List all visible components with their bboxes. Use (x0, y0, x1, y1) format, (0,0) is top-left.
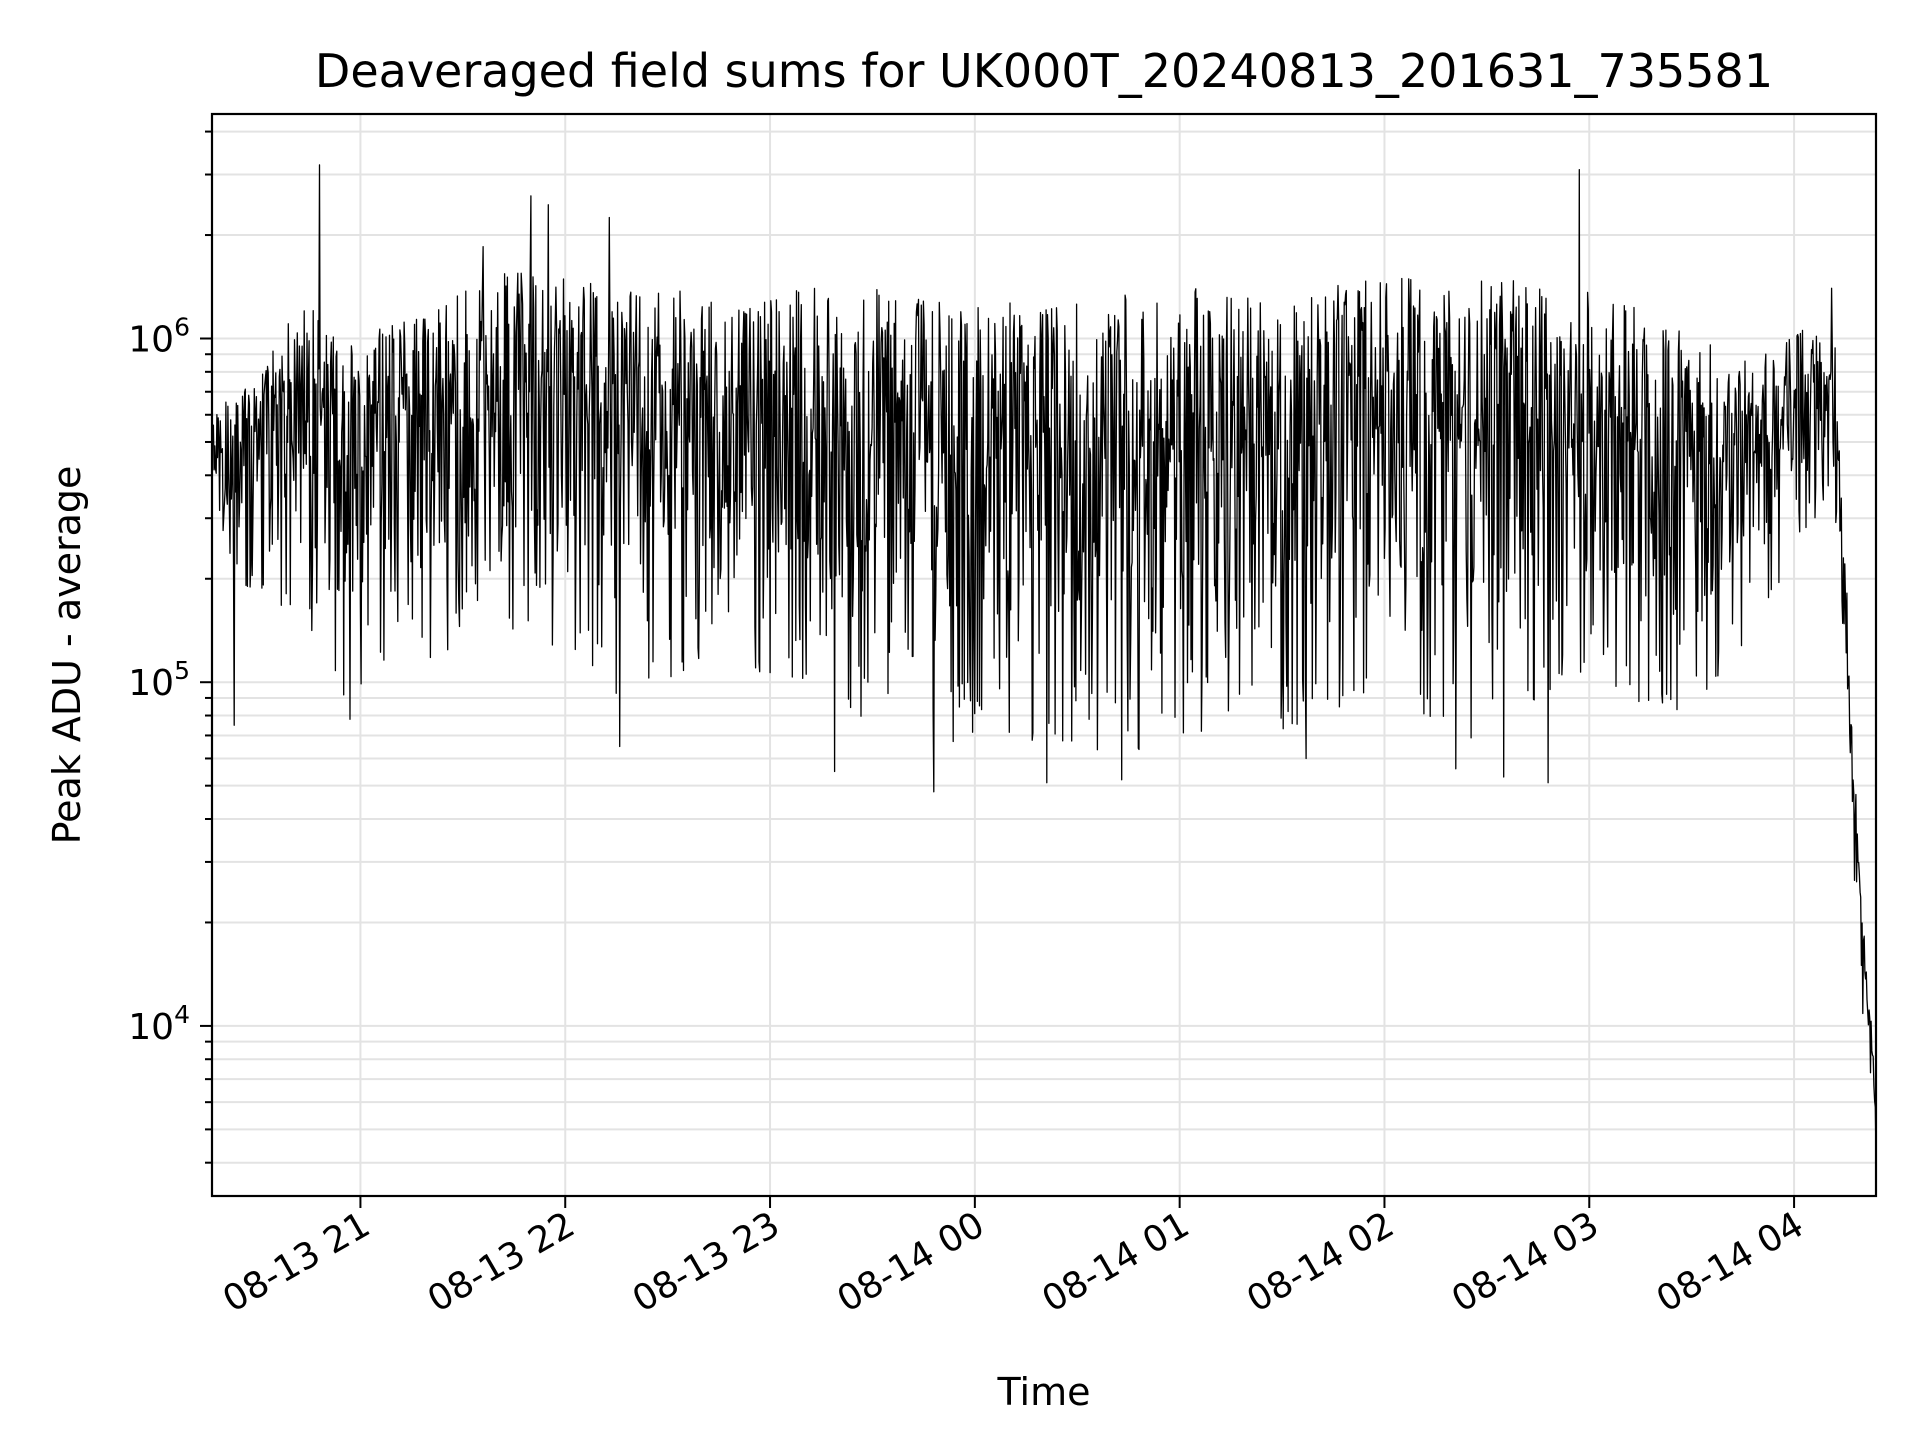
y-tick-base: 10 (128, 663, 174, 704)
y-axis-label: Peak ADU - average (45, 466, 89, 845)
y-grid (212, 130, 1876, 1164)
y-tick-base: 10 (128, 320, 174, 361)
series-line (211, 164, 1877, 1157)
y-tick-label: 105 (128, 656, 190, 704)
y-tick-exponent: 4 (174, 1000, 190, 1029)
x-axis-label: Time (997, 1370, 1091, 1414)
y-tick-exponent: 6 (174, 313, 190, 342)
y-tick-exponent: 5 (174, 656, 190, 685)
plot-frame (210, 112, 1878, 1198)
y-tick-label: 106 (128, 313, 190, 361)
chart-title: Deaveraged field sums for UK000T_2024081… (315, 44, 1773, 98)
y-tick-label: 104 (128, 1000, 190, 1048)
y-tick-base: 10 (128, 1007, 174, 1048)
